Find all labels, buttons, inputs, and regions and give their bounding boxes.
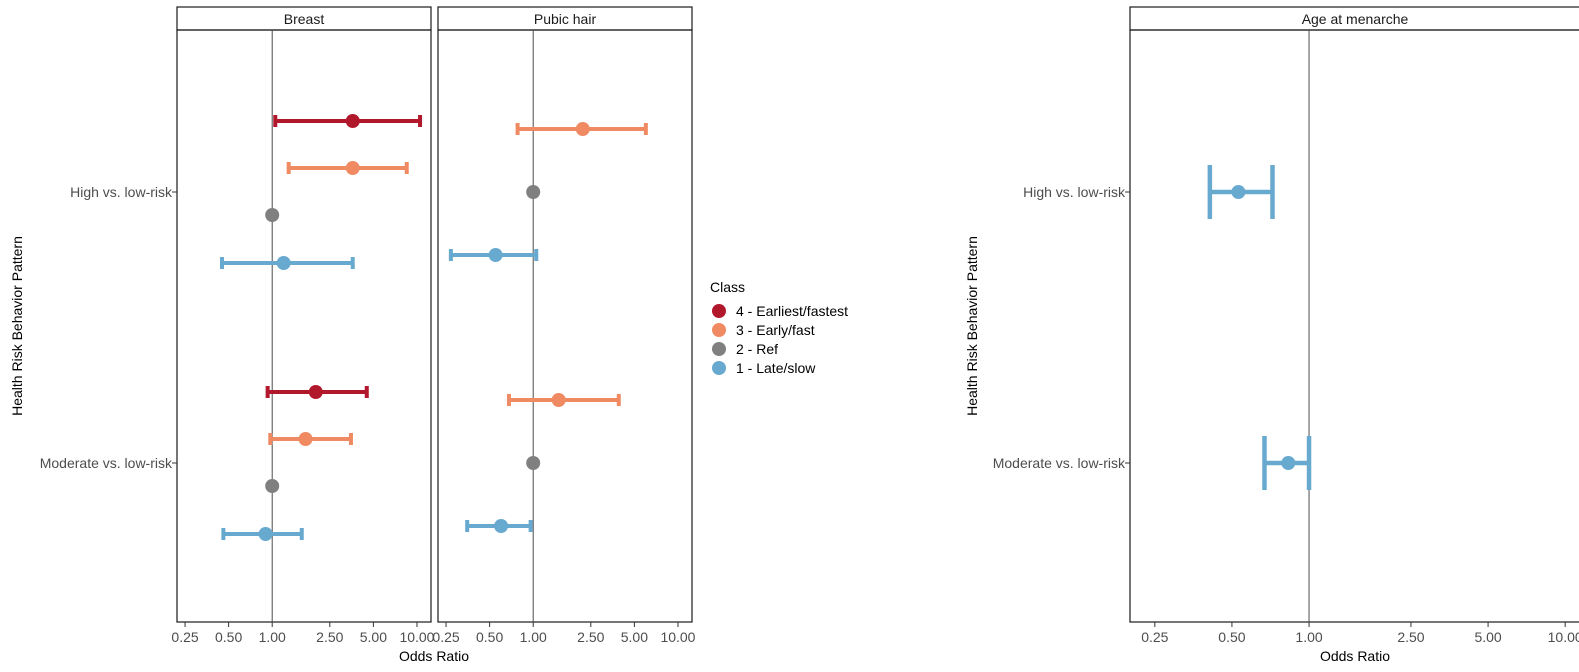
panel-breast-frame: [176, 29, 432, 623]
pubic-hair-x-tick-label: 10.00: [660, 629, 695, 645]
age-at-menarche-x-tick-label: 1.00: [1295, 629, 1322, 645]
breast-x-tick-label: 2.50: [316, 629, 343, 645]
panel-breast-title: Breast: [284, 11, 325, 27]
breast-point-4-earliest-fastest: [345, 114, 360, 128]
legend-label-1-late-slow: 1 - Late/slow: [736, 360, 816, 376]
panel-pubic-hair-title: Pubic hair: [534, 11, 597, 27]
breast-x-tick-label: 1.00: [259, 629, 286, 645]
breast-x-tick-label: 0.25: [171, 629, 198, 645]
y-category-label-high-vs-low-risk: High vs. low-risk: [70, 184, 173, 200]
age-at-menarche-x-tick-label: 5.00: [1474, 629, 1501, 645]
breast-x-tick-label: 0.50: [215, 629, 242, 645]
left-y-axis-title: Health Risk Behavior Pattern: [9, 236, 25, 416]
pubic-hair-x-tick-label: 5.00: [621, 629, 648, 645]
right-y-axis-title: Health Risk Behavior Pattern: [964, 236, 980, 416]
pubic-hair-x-tick-label: 1.00: [520, 629, 547, 645]
panel-pubic-hair-frame: [437, 29, 693, 623]
legend-key-1-late-slow: [712, 361, 726, 375]
legend-label-3-early-fast: 3 - Early/fast: [736, 322, 815, 338]
pubic-hair-point-2-ref: [526, 456, 541, 470]
left-y-axis: High vs. low-risk Moderate vs. low-risk: [40, 184, 177, 471]
pubic-hair-point-3-early-fast: [575, 122, 590, 136]
pubic-hair-point-1-late-slow: [494, 519, 509, 533]
y-category-label-moderate-vs-low-risk: Moderate vs. low-risk: [993, 455, 1126, 471]
panel-pubic-hair-plot: 0.25 0.50 1.00 2.50 5.00 10.00: [432, 30, 696, 645]
legend-items: 4 - Earliest/fastest 3 - Early/fast 2 - Re…: [712, 303, 848, 376]
pubic-hair-x-tick-label: 0.25: [432, 629, 459, 645]
age-at-menarche-point-1-late-slow: [1231, 185, 1246, 199]
breast-point-3-early-fast: [345, 161, 360, 175]
legend-label-4-earliest-fastest: 4 - Earliest/fastest: [736, 303, 848, 319]
legend-title: Class: [710, 279, 745, 295]
pubic-hair-point-3-early-fast: [551, 393, 566, 407]
legend-key-3-early-fast: [712, 323, 726, 337]
age-at-menarche-point-1-late-slow: [1281, 456, 1296, 470]
legend: Class 4 - Earliest/fastest 3 - Early/fast…: [710, 279, 848, 376]
panel-menarche-title: Age at menarche: [1302, 11, 1409, 27]
pubic-hair-x-tick-label: 0.50: [476, 629, 503, 645]
panel-pubic-hair: Pubic hair 0.25 0.50 1.00 2.50 5.00 10.00: [432, 6, 696, 645]
pubic-hair-point-1-late-slow: [488, 248, 503, 262]
y-category-label-high-vs-low-risk: High vs. low-risk: [1023, 184, 1126, 200]
breast-point-3-early-fast: [298, 432, 313, 446]
age-at-menarche-x-tick-label: 2.50: [1397, 629, 1424, 645]
panel-breast: Breast 0.25 0.50 1.00 2.50 5.00 10.00: [171, 6, 435, 645]
right-y-axis: High vs. low-risk Moderate vs. low-risk: [993, 184, 1130, 471]
y-category-label-moderate-vs-low-risk: Moderate vs. low-risk: [40, 455, 173, 471]
panel-age-at-menarche: Age at menarche 0.25 0.50 1.00 2.50 5.00 10.0…: [1129, 6, 1579, 645]
legend-key-4-earliest-fastest: [712, 304, 726, 318]
panel-breast-plot: 0.25 0.50 1.00 2.50 5.00 10.00: [171, 30, 435, 645]
breast-point-2-ref: [265, 208, 280, 222]
right-x-axis-title: Odds Ratio: [1320, 648, 1390, 664]
breast-point-4-earliest-fastest: [308, 385, 323, 399]
age-at-menarche-x-tick-label: 0.50: [1218, 629, 1245, 645]
breast-x-tick-label: 10.00: [399, 629, 434, 645]
legend-label-2-ref: 2 - Ref: [736, 341, 778, 357]
left-x-axis-title: Odds Ratio: [399, 648, 469, 664]
breast-x-tick-label: 5.00: [360, 629, 387, 645]
panel-menarche-frame: [1129, 29, 1579, 623]
breast-point-2-ref: [265, 479, 280, 493]
age-at-menarche-x-tick-label: 10.00: [1548, 629, 1579, 645]
breast-point-1-late-slow: [258, 527, 273, 541]
legend-key-2-ref: [712, 342, 726, 356]
pubic-hair-x-tick-label: 2.50: [577, 629, 604, 645]
age-at-menarche-x-tick-label: 0.25: [1141, 629, 1168, 645]
pubic-hair-point-2-ref: [526, 185, 541, 199]
panel-menarche-plot: 0.25 0.50 1.00 2.50 5.00 10.00: [1141, 30, 1579, 645]
breast-point-1-late-slow: [276, 256, 291, 270]
